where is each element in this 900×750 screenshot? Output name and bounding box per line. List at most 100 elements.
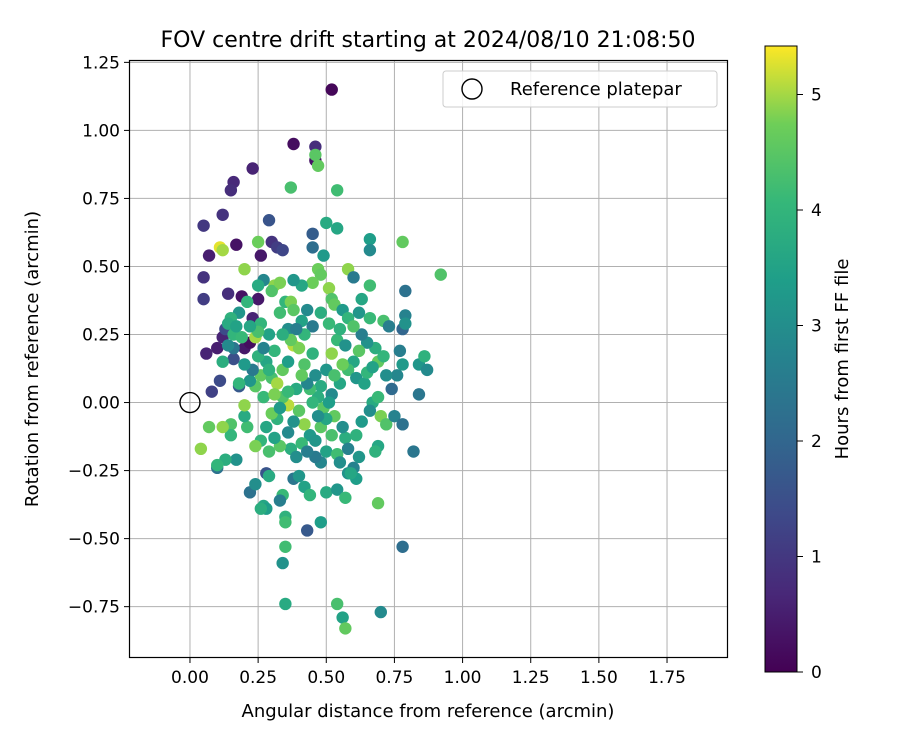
data-point: [292, 469, 306, 483]
data-point: [273, 494, 287, 507]
data-point: [287, 415, 300, 428]
data-point: [279, 540, 292, 553]
data-point: [333, 456, 347, 469]
data-point: [300, 303, 314, 317]
data-point: [407, 445, 420, 458]
data-point: [355, 292, 368, 306]
data-point: [306, 241, 319, 254]
data-point: [330, 597, 344, 611]
data-point: [251, 292, 265, 306]
data-point: [216, 208, 229, 221]
data-point: [399, 317, 412, 330]
data-point: [350, 429, 363, 442]
data-point: [363, 233, 377, 246]
data-point: [352, 450, 366, 464]
data-point: [399, 284, 412, 298]
data-point: [306, 347, 319, 360]
data-point: [241, 420, 254, 434]
data-point: [221, 339, 235, 352]
data-point: [295, 369, 308, 382]
data-point: [363, 243, 377, 257]
grid-lines: [130, 61, 727, 657]
data-point: [197, 292, 210, 306]
data-point: [306, 396, 319, 409]
colorbar-ticks: 0 1 2 3 4 5: [797, 86, 822, 683]
data-point: [268, 388, 281, 401]
data-point: [390, 369, 404, 382]
x-tick-label: 1.00: [444, 668, 482, 688]
colorbar-tick-label: 5: [811, 86, 822, 106]
y-tick-label: 0.50: [82, 257, 120, 277]
data-point: [339, 431, 352, 445]
data-point: [339, 339, 352, 352]
data-point: [314, 516, 328, 529]
data-point: [358, 377, 371, 390]
data-point: [216, 243, 229, 257]
data-point: [377, 350, 390, 363]
data-point: [396, 418, 409, 431]
data-point: [336, 420, 349, 434]
data-point: [254, 249, 268, 262]
colorbar-tick-label: 4: [811, 201, 822, 221]
data-point: [325, 429, 338, 442]
x-tick-label: 1.75: [648, 668, 686, 688]
data-point: [311, 409, 325, 423]
data-point: [347, 320, 360, 333]
data-point: [254, 502, 268, 515]
data-point: [262, 469, 276, 483]
data-point: [276, 328, 289, 341]
data-point: [330, 222, 344, 235]
data-point: [347, 271, 360, 284]
data-point: [355, 328, 368, 341]
data-point: [279, 597, 292, 611]
data-point: [197, 271, 210, 284]
x-axis-label: Angular distance from reference (arcmin): [242, 701, 615, 722]
data-point: [227, 352, 240, 366]
data-point: [257, 390, 270, 404]
data-point: [306, 227, 319, 241]
data-point: [352, 306, 366, 319]
data-point: [205, 385, 218, 398]
data-point: [273, 276, 287, 289]
data-point: [339, 491, 352, 504]
data-point: [194, 442, 208, 456]
data-point: [249, 477, 262, 491]
legend-box: [442, 70, 718, 108]
legend-reference-marker: [461, 78, 483, 100]
data-point: [371, 497, 385, 510]
data-point: [202, 249, 216, 262]
y-tick-label: 1.00: [82, 121, 120, 141]
data-point: [290, 322, 303, 336]
data-point: [300, 524, 314, 537]
data-point: [320, 445, 333, 458]
data-point: [311, 159, 325, 172]
x-tick-label: 1.25: [512, 668, 550, 688]
data-point: [300, 445, 314, 458]
data-point: [216, 420, 229, 434]
x-tick-label: 0.25: [239, 668, 277, 688]
data-point: [260, 420, 273, 434]
data-point: [320, 486, 333, 499]
data-point: [292, 404, 306, 417]
data-point: [309, 434, 322, 447]
data-point: [262, 363, 276, 377]
data-point: [306, 276, 319, 289]
data-point: [271, 377, 284, 390]
data-point: [262, 328, 276, 341]
colorbar-tick-label: 3: [811, 317, 822, 337]
data-point: [281, 385, 295, 398]
data-point: [290, 450, 303, 464]
data-point: [309, 148, 322, 162]
data-point: [418, 350, 431, 363]
data-point: [197, 219, 210, 232]
data-point: [287, 303, 300, 317]
data-point: [268, 431, 281, 445]
data-point: [352, 344, 366, 358]
y-tick-label: 0.25: [82, 326, 120, 346]
data-point: [279, 516, 292, 529]
data-point: [200, 347, 213, 360]
data-point: [330, 483, 344, 496]
data-point: [262, 214, 276, 227]
data-point: [281, 355, 295, 368]
data-point: [243, 320, 257, 333]
